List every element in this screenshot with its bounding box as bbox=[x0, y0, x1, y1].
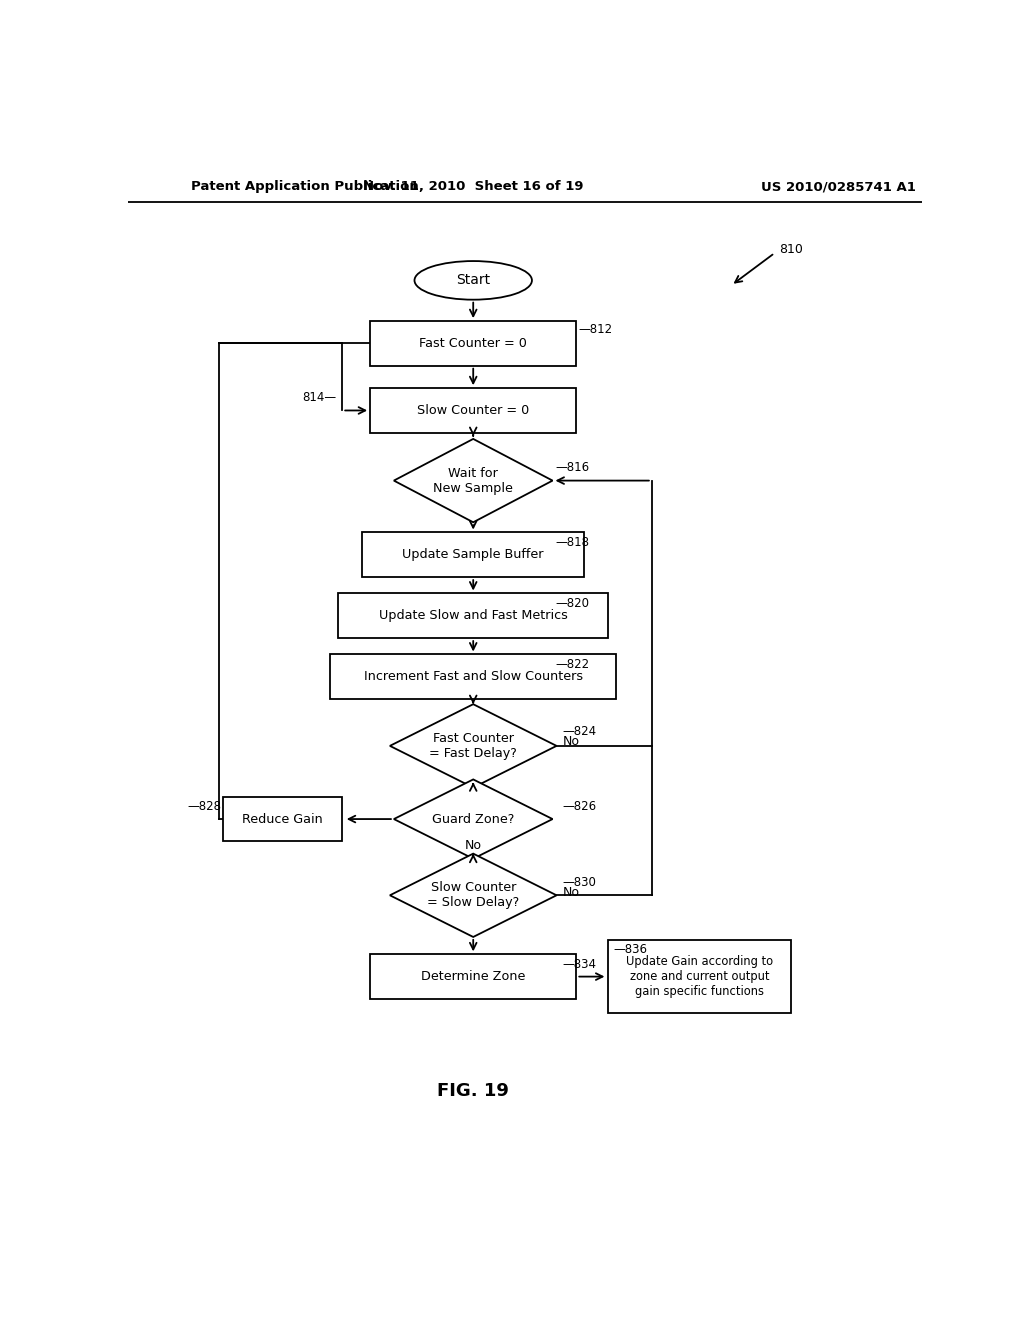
Text: —816: —816 bbox=[555, 461, 589, 474]
Text: Nov. 11, 2010  Sheet 16 of 19: Nov. 11, 2010 Sheet 16 of 19 bbox=[362, 181, 584, 193]
Text: No: No bbox=[563, 735, 580, 748]
Text: Guard Zone?: Guard Zone? bbox=[432, 813, 514, 825]
Text: No: No bbox=[563, 886, 580, 899]
Text: —822: —822 bbox=[555, 659, 589, 671]
Text: 814—: 814— bbox=[302, 391, 337, 404]
Text: 810: 810 bbox=[778, 243, 803, 256]
Text: Start: Start bbox=[456, 273, 490, 288]
Text: Update Gain according to
zone and current output
gain specific functions: Update Gain according to zone and curren… bbox=[626, 956, 773, 998]
Polygon shape bbox=[390, 854, 557, 937]
Text: No: No bbox=[465, 838, 481, 851]
Text: Fast Counter
= Fast Delay?: Fast Counter = Fast Delay? bbox=[429, 731, 517, 760]
Text: Determine Zone: Determine Zone bbox=[421, 970, 525, 983]
FancyBboxPatch shape bbox=[331, 655, 616, 700]
Text: —824: —824 bbox=[563, 725, 597, 738]
Text: US 2010/0285741 A1: US 2010/0285741 A1 bbox=[761, 181, 915, 193]
Text: —812: —812 bbox=[578, 322, 612, 335]
Text: Increment Fast and Slow Counters: Increment Fast and Slow Counters bbox=[364, 671, 583, 684]
FancyBboxPatch shape bbox=[223, 797, 342, 841]
Text: —828: —828 bbox=[187, 800, 221, 813]
Text: —820: —820 bbox=[555, 597, 589, 610]
FancyBboxPatch shape bbox=[370, 388, 577, 433]
Text: Update Sample Buffer: Update Sample Buffer bbox=[402, 548, 544, 561]
Ellipse shape bbox=[415, 261, 531, 300]
Text: —834: —834 bbox=[563, 958, 597, 972]
Polygon shape bbox=[394, 779, 553, 859]
Text: Fast Counter = 0: Fast Counter = 0 bbox=[419, 337, 527, 350]
FancyBboxPatch shape bbox=[370, 954, 577, 999]
FancyBboxPatch shape bbox=[370, 321, 577, 366]
FancyBboxPatch shape bbox=[608, 940, 791, 1014]
Text: Slow Counter = 0: Slow Counter = 0 bbox=[417, 404, 529, 417]
Text: —818: —818 bbox=[555, 536, 589, 549]
FancyBboxPatch shape bbox=[362, 532, 585, 577]
Text: FIG. 19: FIG. 19 bbox=[437, 1082, 509, 1101]
Polygon shape bbox=[390, 704, 557, 788]
Text: —830: —830 bbox=[563, 875, 597, 888]
Text: Wait for
New Sample: Wait for New Sample bbox=[433, 466, 513, 495]
Text: Slow Counter
= Slow Delay?: Slow Counter = Slow Delay? bbox=[427, 882, 519, 909]
FancyBboxPatch shape bbox=[338, 594, 608, 638]
Polygon shape bbox=[394, 440, 553, 523]
Text: Patent Application Publication: Patent Application Publication bbox=[191, 181, 419, 193]
Text: —826: —826 bbox=[563, 800, 597, 813]
Text: Reduce Gain: Reduce Gain bbox=[243, 813, 324, 825]
Text: —836: —836 bbox=[613, 942, 648, 956]
Text: Update Slow and Fast Metrics: Update Slow and Fast Metrics bbox=[379, 610, 567, 622]
